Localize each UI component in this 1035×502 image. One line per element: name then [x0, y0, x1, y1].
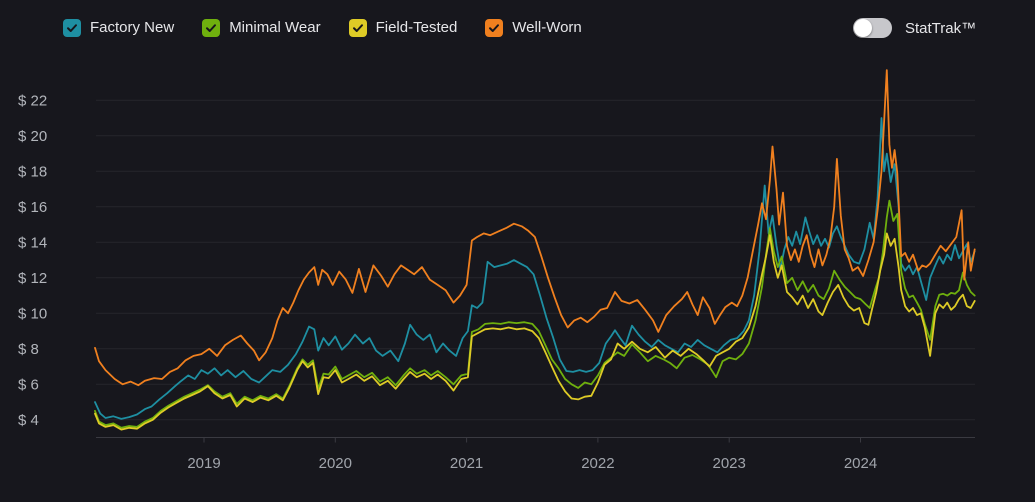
- x-axis-label: 2020: [319, 455, 352, 472]
- legend-label: Minimal Wear: [229, 19, 321, 36]
- series-line-field-tested: [94, 232, 976, 431]
- legend-item-minimal-wear[interactable]: Minimal Wear: [202, 17, 321, 39]
- legend-label: Well-Worn: [512, 19, 582, 36]
- series-line-well-worn: [94, 69, 976, 387]
- checkmark-icon: [206, 24, 217, 32]
- legend-label: Factory New: [90, 19, 175, 36]
- x-axis-label: 2019: [187, 455, 220, 472]
- x-axis-label: 2023: [713, 455, 746, 472]
- x-axis-label: 2022: [581, 455, 614, 472]
- toggle-knob: [854, 19, 872, 37]
- x-axis-label: 2024: [844, 455, 877, 472]
- stattrak-toggle[interactable]: [853, 18, 892, 38]
- well-worn-checkbox[interactable]: [485, 19, 504, 37]
- y-axis-label: $ 10: [18, 305, 47, 322]
- checkmark-icon: [489, 24, 500, 32]
- y-axis-label: $ 14: [18, 234, 47, 251]
- y-axis-label: $ 18: [18, 163, 47, 180]
- checkmark-icon: [67, 24, 77, 32]
- series-line-factory-new: [94, 117, 976, 420]
- y-axis-label: $ 20: [18, 128, 47, 145]
- x-axis-label: 2021: [450, 455, 483, 472]
- y-axis-label: $ 4: [18, 412, 39, 429]
- checkmark-icon: [352, 24, 363, 32]
- y-axis-label: $ 16: [18, 199, 47, 216]
- stattrak-toggle-group: StatTrak™: [853, 18, 976, 38]
- legend-label: Field-Tested: [375, 19, 458, 36]
- y-axis-label: $ 22: [18, 92, 47, 109]
- legend-item-well-worn[interactable]: Well-Worn: [485, 17, 582, 39]
- legend-item-field-tested[interactable]: Field-Tested: [348, 17, 458, 39]
- field-tested-checkbox[interactable]: [348, 19, 367, 37]
- minimal-wear-checkbox[interactable]: [202, 19, 221, 37]
- y-axis-label: $ 6: [18, 376, 39, 393]
- legend: Factory New Minimal Wear Field-Tested We…: [63, 17, 582, 39]
- stattrak-label: StatTrak™: [905, 19, 977, 37]
- y-axis-label: $ 12: [18, 270, 47, 287]
- legend-item-factory-new[interactable]: Factory New: [63, 17, 174, 39]
- y-axis-label: $ 8: [18, 341, 39, 358]
- factory-new-checkbox[interactable]: [63, 19, 81, 37]
